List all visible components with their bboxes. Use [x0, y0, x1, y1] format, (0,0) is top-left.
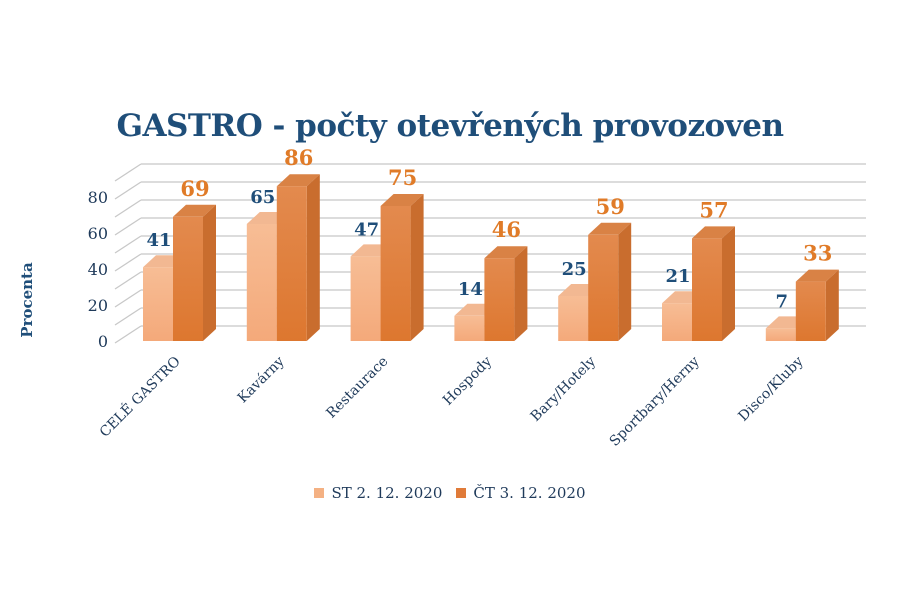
gridline [114, 217, 866, 236]
legend-swatch-icon [314, 488, 325, 498]
bar-group: 7 33 Disco/Kluby [735, 241, 839, 425]
data-label: 25 [562, 259, 587, 280]
bar-group: 25 59 Bary/Hotely [528, 194, 632, 425]
data-label: 7 [776, 291, 789, 312]
legend-swatch-icon [456, 488, 467, 498]
bar-group: 14 46 Hospody [440, 217, 528, 409]
data-label: 57 [699, 197, 728, 222]
gridline [114, 163, 866, 182]
legend-item-series-1: ST 2. 12. 2020 [314, 484, 442, 502]
y-tick-label: 60 [88, 224, 108, 243]
legend-label: ČT 3. 12. 2020 [473, 484, 586, 502]
legend-label: ST 2. 12. 2020 [331, 484, 443, 502]
data-label: 21 [665, 266, 690, 287]
y-tick-label: 0 [98, 332, 108, 351]
data-label: 41 [146, 230, 171, 251]
y-tick-label: 40 [88, 260, 108, 279]
data-label: 14 [458, 279, 483, 300]
gridline [114, 199, 866, 218]
data-label: 65 [250, 187, 275, 208]
gridline [114, 181, 866, 200]
bar-group: 47 75 Restaurace [323, 165, 424, 422]
y-tick-label: 20 [88, 296, 108, 315]
x-tick-label: CELÉ GASTRO [95, 352, 183, 440]
x-tick-label: Bary/Hotely [528, 353, 599, 424]
data-label: 86 [284, 145, 313, 170]
data-label: 33 [803, 241, 832, 266]
x-tick-label: Sportbary/Herny [607, 353, 703, 449]
data-label: 75 [388, 165, 417, 190]
data-label: 46 [492, 217, 521, 242]
x-tick-label: Disco/Kluby [735, 353, 806, 424]
legend-item-series-2: ČT 3. 12. 2020 [456, 484, 586, 502]
chart-title: GASTRO - počty otevřených provozoven [116, 108, 784, 144]
data-label: 59 [596, 194, 625, 219]
bar-group: 65 86 Kavárny [235, 145, 320, 406]
data-label: 69 [180, 176, 209, 201]
x-tick-label: Kavárny [235, 353, 288, 406]
y-tick-label: 80 [88, 188, 108, 207]
data-label: 47 [354, 219, 379, 240]
x-tick-label: Hospody [440, 353, 495, 408]
bar-group: 41 69 CELÉ GASTRO [95, 176, 216, 441]
legend: ST 2. 12. 2020 ČT 3. 12. 2020 [0, 484, 900, 502]
x-tick-label: Restaurace [323, 354, 391, 422]
gridline [114, 235, 866, 254]
